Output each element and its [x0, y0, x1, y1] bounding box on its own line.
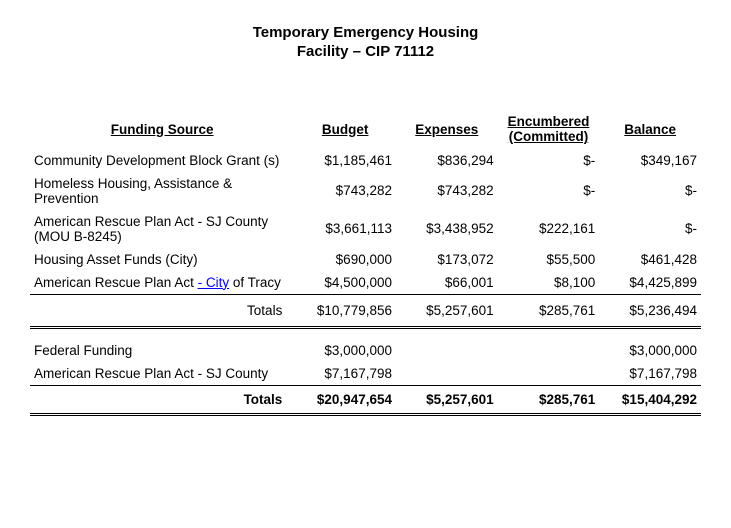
subtotal-row: Totals $10,779,856 $5,257,601 $285,761 $…: [30, 295, 701, 328]
table-row: American Rescue Plan Act - SJ County $7,…: [30, 362, 701, 386]
cell-source: Federal Funding: [30, 339, 294, 362]
table-row: Homeless Housing, Assistance & Preventio…: [30, 172, 701, 210]
col-header-source: Funding Source: [30, 110, 294, 149]
table-header-row: Funding Source Budget Expenses Encumbere…: [30, 110, 701, 149]
grand-total-label: Totals: [30, 386, 294, 415]
subtotal-budget: $10,779,856: [294, 295, 396, 328]
funding-table: Funding Source Budget Expenses Encumbere…: [30, 110, 701, 416]
cell-expenses: $173,072: [396, 248, 498, 271]
subtotal-expenses: $5,257,601: [396, 295, 498, 328]
grand-total-expenses: $5,257,601: [396, 386, 498, 415]
cell-encumbered: $8,100: [498, 271, 600, 295]
title-line1: Temporary Emergency Housing: [30, 24, 701, 43]
col-header-budget: Budget: [294, 110, 396, 149]
cell-encumbered: $222,161: [498, 210, 600, 248]
cell-source: Homeless Housing, Assistance & Preventio…: [30, 172, 294, 210]
subtotal-label: Totals: [30, 295, 294, 328]
cell-source: American Rescue Plan Act - SJ County (MO…: [30, 210, 294, 248]
table-row: Community Development Block Grant (s) $1…: [30, 149, 701, 172]
cell-expenses: [396, 362, 498, 386]
grand-total-encumbered: $285,761: [498, 386, 600, 415]
col-header-balance: Balance: [599, 110, 701, 149]
cell-expenses: $66,001: [396, 271, 498, 295]
cell-source: American Rescue Plan Act - SJ County: [30, 362, 294, 386]
cell-budget: $7,167,798: [294, 362, 396, 386]
cell-expenses: $836,294: [396, 149, 498, 172]
cell-budget: $3,661,113: [294, 210, 396, 248]
grand-total-row: Totals $20,947,654 $5,257,601 $285,761 $…: [30, 386, 701, 415]
cell-expenses: $743,282: [396, 172, 498, 210]
table-row: Federal Funding $3,000,000 $3,000,000: [30, 339, 701, 362]
cell-source: Housing Asset Funds (City): [30, 248, 294, 271]
cell-budget: $1,185,461: [294, 149, 396, 172]
cell-budget: $4,500,000: [294, 271, 396, 295]
cell-budget: $3,000,000: [294, 339, 396, 362]
cell-balance: $-: [599, 210, 701, 248]
page-title: Temporary Emergency Housing Facility – C…: [30, 24, 701, 62]
cell-encumbered: $-: [498, 172, 600, 210]
cell-encumbered: $-: [498, 149, 600, 172]
cell-source: Community Development Block Grant (s): [30, 149, 294, 172]
cell-encumbered: [498, 339, 600, 362]
cell-balance: $3,000,000: [599, 339, 701, 362]
cell-balance: $349,167: [599, 149, 701, 172]
cell-source: American Rescue Plan Act - City of Tracy: [30, 271, 294, 295]
cell-budget: $743,282: [294, 172, 396, 210]
col-header-expenses: Expenses: [396, 110, 498, 149]
col-header-encumbered: Encumbered (Committed): [498, 110, 600, 149]
subtotal-encumbered: $285,761: [498, 295, 600, 328]
cell-encumbered: [498, 362, 600, 386]
cell-balance: $461,428: [599, 248, 701, 271]
cell-budget: $690,000: [294, 248, 396, 271]
rule-double: [30, 414, 701, 416]
table-row: American Rescue Plan Act - City of Tracy…: [30, 271, 701, 295]
grand-total-budget: $20,947,654: [294, 386, 396, 415]
cell-balance: $-: [599, 172, 701, 210]
cell-expenses: $3,438,952: [396, 210, 498, 248]
table-row: American Rescue Plan Act - SJ County (MO…: [30, 210, 701, 248]
cell-balance: $4,425,899: [599, 271, 701, 295]
link-city: - City: [198, 275, 230, 290]
subtotal-balance: $5,236,494: [599, 295, 701, 328]
title-line2: Facility – CIP 71112: [30, 43, 701, 62]
cell-expenses: [396, 339, 498, 362]
cell-encumbered: $55,500: [498, 248, 600, 271]
cell-balance: $7,167,798: [599, 362, 701, 386]
grand-total-balance: $15,404,292: [599, 386, 701, 415]
table-row: Housing Asset Funds (City) $690,000 $173…: [30, 248, 701, 271]
